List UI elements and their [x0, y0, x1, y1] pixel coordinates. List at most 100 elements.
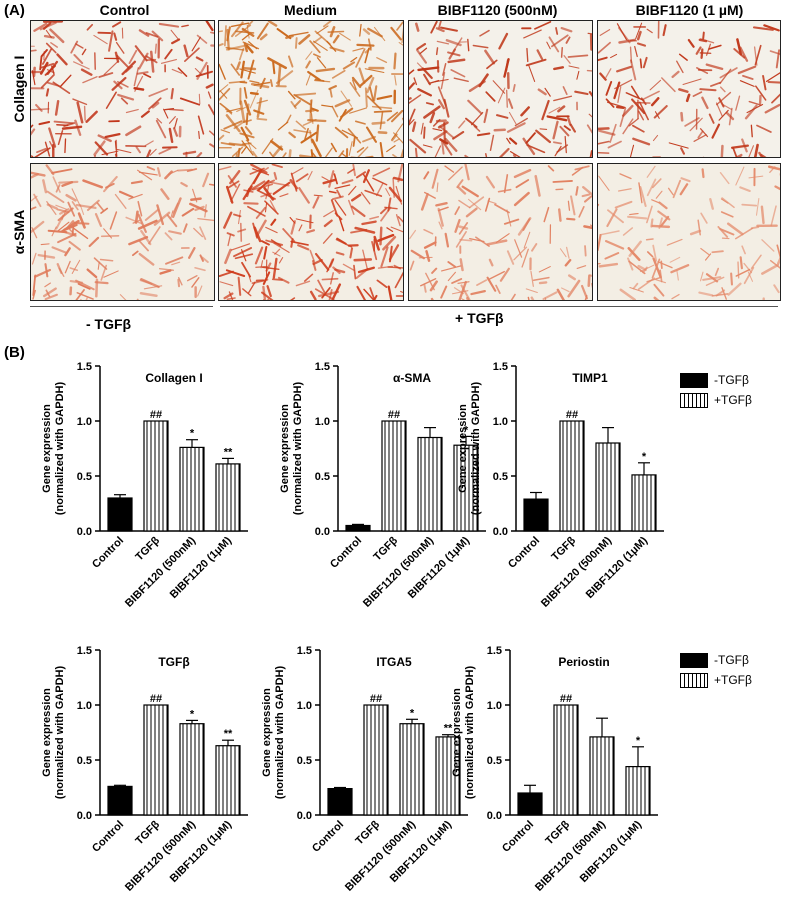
cell-mark — [582, 296, 587, 301]
cell-mark — [515, 170, 530, 177]
cell-mark — [606, 82, 611, 95]
bar — [626, 767, 650, 815]
cell-mark — [455, 207, 459, 214]
cell-mark — [203, 174, 208, 186]
cell-mark — [465, 164, 468, 179]
cell-mark — [767, 72, 781, 81]
x-tick-label: BIBF1120 (1μM) — [578, 818, 645, 885]
y-tick-label: 1.5 — [487, 645, 502, 657]
cell-mark — [209, 105, 214, 114]
significance-marker: ## — [566, 409, 578, 421]
cell-mark — [555, 146, 561, 155]
cell-mark — [321, 148, 332, 158]
legend-swatch-striped — [680, 393, 708, 408]
cell-mark — [677, 61, 683, 72]
cell-mark — [308, 171, 312, 179]
cell-mark — [295, 101, 300, 106]
cell-mark — [514, 247, 526, 260]
cell-mark — [47, 192, 63, 203]
cell-mark — [506, 295, 515, 301]
cell-mark — [461, 259, 463, 270]
cell-mark — [117, 43, 124, 54]
cell-mark — [460, 300, 463, 301]
cell-mark — [577, 71, 579, 79]
cell-mark — [115, 195, 125, 209]
y-axis-label: Gene expression(normalized with GAPDH) — [41, 382, 66, 516]
cell-mark — [575, 92, 587, 94]
cell-mark — [584, 226, 593, 228]
cell-mark — [516, 180, 528, 187]
cell-mark — [600, 264, 617, 266]
cell-mark — [377, 280, 386, 287]
cell-mark — [381, 208, 386, 213]
cell-mark — [328, 32, 343, 33]
cell-mark — [411, 261, 414, 269]
column-header-bibf-1um: BIBF1120 (1 µM) — [597, 2, 782, 18]
cell-mark — [183, 209, 194, 216]
cell-mark — [526, 289, 537, 293]
panel-a-label: (A) — [4, 2, 25, 19]
cell-mark — [67, 195, 76, 200]
cell-mark — [558, 290, 567, 301]
cell-mark — [104, 177, 117, 191]
micrograph-sma-500nm — [408, 163, 593, 301]
y-axis-label-line2: (normalized with GAPDH) — [464, 666, 476, 800]
cell-mark — [655, 106, 667, 117]
minus-tgfb-label: - TGFβ — [86, 316, 131, 332]
chart-periostin: Gene expression(normalized with GAPDH)0.… — [430, 640, 670, 913]
y-tick-label: 0.5 — [77, 755, 92, 767]
cell-mark — [762, 240, 774, 251]
cell-mark — [669, 143, 688, 148]
cell-mark — [160, 269, 174, 271]
y-tick-label: 0.0 — [493, 526, 508, 538]
cell-mark — [711, 83, 720, 86]
cell-mark — [427, 251, 429, 260]
cell-mark — [569, 55, 588, 57]
cell-mark — [296, 94, 315, 96]
cell-mark — [669, 188, 673, 194]
cell-mark — [683, 79, 701, 84]
cell-mark — [654, 285, 663, 296]
cell-mark — [559, 210, 560, 221]
cell-mark — [395, 76, 396, 85]
micrograph-collagen-control — [30, 20, 215, 158]
y-tick-label: 1.5 — [77, 645, 92, 657]
micrograph-image — [409, 164, 593, 301]
cell-mark — [571, 125, 575, 132]
cell-mark — [207, 85, 213, 88]
cell-mark — [296, 281, 309, 285]
cell-mark — [633, 126, 644, 132]
cell-mark — [353, 48, 363, 51]
cell-mark — [667, 239, 682, 245]
cell-mark — [165, 172, 171, 178]
cell-mark — [774, 285, 778, 292]
cell-mark — [366, 157, 372, 158]
cell-mark — [200, 255, 203, 261]
micrograph-image — [31, 164, 215, 301]
x-tick-label: TGFβ — [353, 818, 382, 847]
cell-mark — [380, 112, 382, 129]
cell-mark — [297, 174, 308, 181]
cell-mark — [599, 131, 614, 135]
cell-mark — [491, 135, 494, 150]
cell-mark — [600, 231, 619, 235]
cell-mark — [330, 48, 343, 52]
chart-collagen-i: Gene expression(normalized with GAPDH)0.… — [20, 356, 260, 629]
cell-mark — [294, 95, 310, 104]
cell-mark — [448, 272, 455, 280]
cell-mark — [362, 222, 375, 224]
cell-mark — [661, 261, 662, 268]
y-tick-label: 1.0 — [487, 700, 502, 712]
cell-mark — [588, 125, 593, 142]
cell-mark — [293, 300, 301, 301]
cell-mark — [136, 212, 137, 223]
cell-mark — [31, 50, 36, 51]
cell-mark — [394, 139, 399, 142]
cell-mark — [410, 140, 425, 152]
y-tick-label: 0.5 — [487, 755, 502, 767]
cell-mark — [585, 246, 586, 256]
cell-mark — [375, 237, 379, 249]
cell-mark — [350, 248, 352, 257]
cell-mark — [307, 230, 314, 232]
cell-mark — [162, 190, 169, 199]
